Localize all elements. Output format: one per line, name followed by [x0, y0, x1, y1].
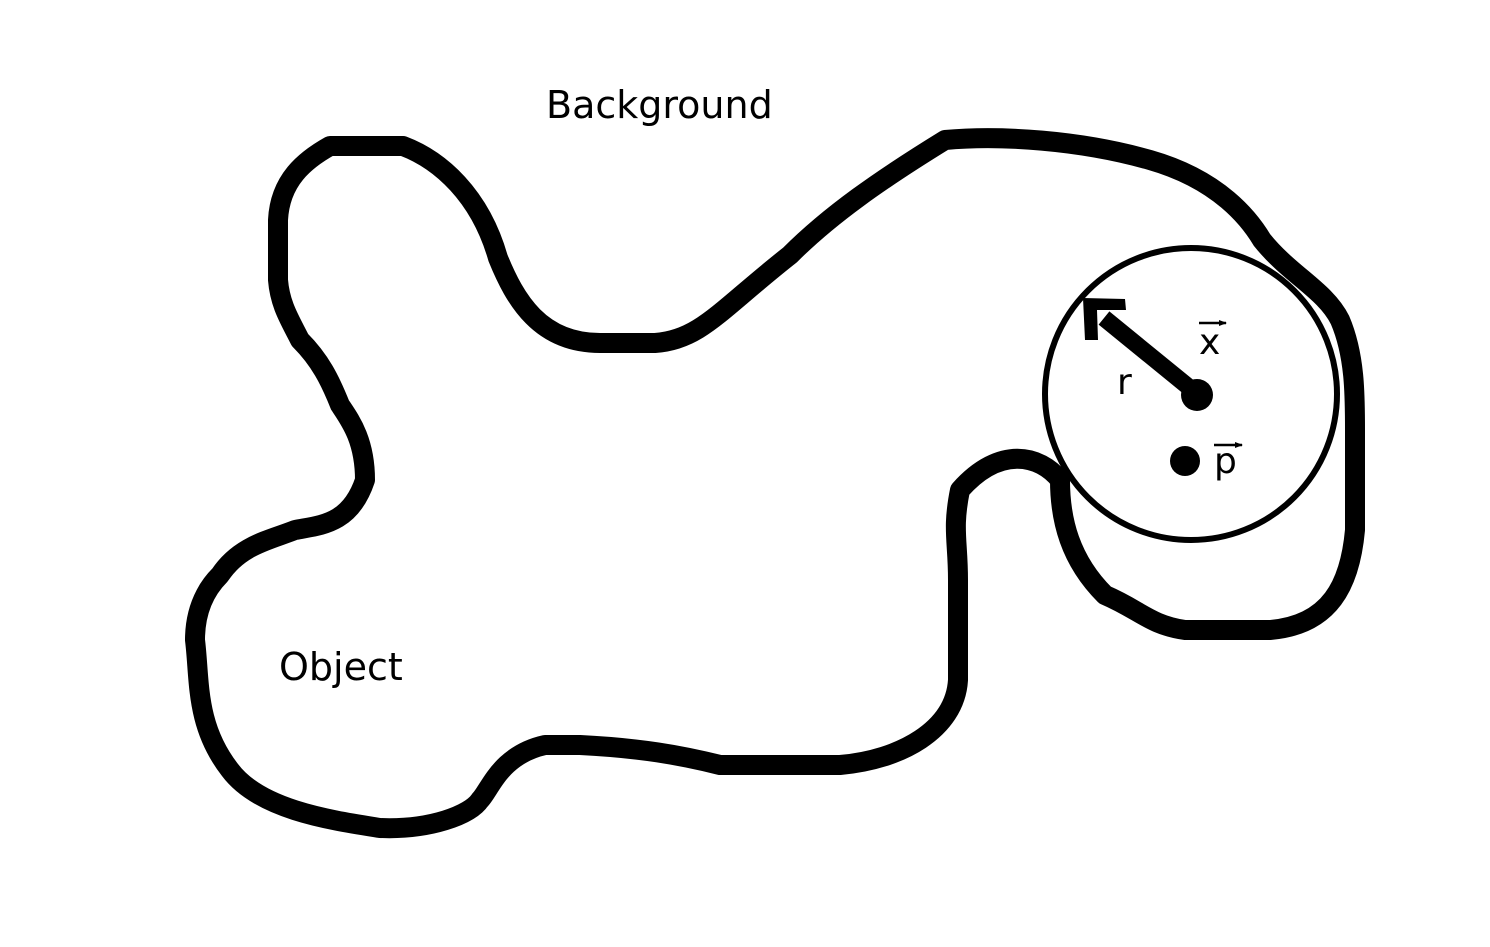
- background-label: Background: [546, 83, 773, 127]
- object-boundary: [185, 128, 1365, 839]
- radius-label: r: [1117, 362, 1132, 403]
- point-p: [1170, 446, 1200, 476]
- radius-arrowhead: [1083, 298, 1126, 340]
- radius-arrow-shaft: [1098, 311, 1202, 400]
- vector-p-label: p: [1214, 441, 1237, 482]
- center-point-x: [1181, 379, 1213, 411]
- probe-circle: [1042, 245, 1340, 543]
- object-label: Object: [279, 645, 403, 689]
- vector-x-label: x: [1199, 322, 1220, 363]
